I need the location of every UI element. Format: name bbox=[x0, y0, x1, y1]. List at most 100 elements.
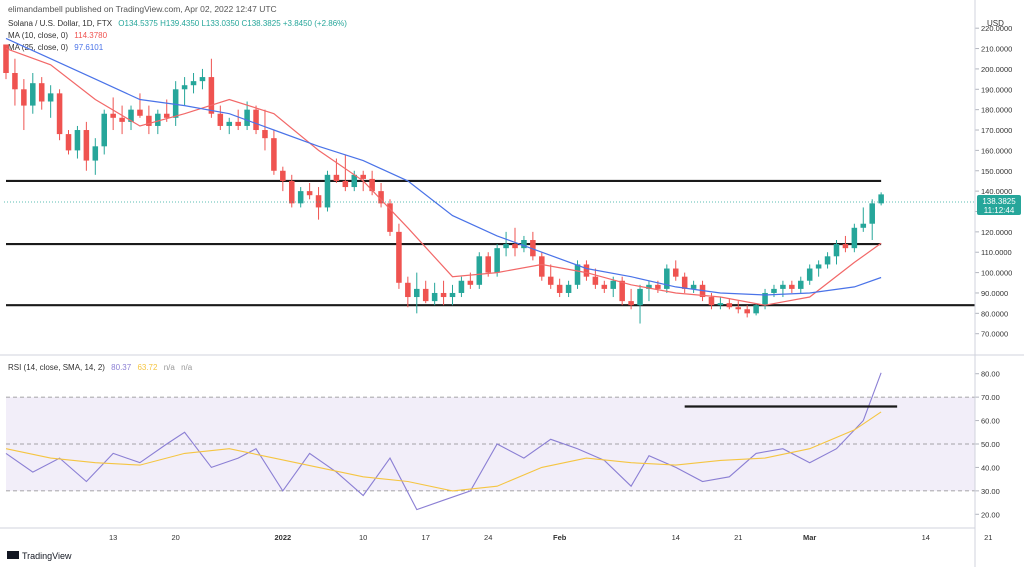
rsi-tick-label: 20.00 bbox=[981, 510, 1000, 519]
candle-body bbox=[65, 134, 72, 151]
candle-body bbox=[351, 174, 358, 188]
tradingview-icon bbox=[7, 551, 19, 559]
ma25-legend: MA (25, close, 0) 97.6101 bbox=[8, 43, 104, 52]
rsi-line bbox=[5, 372, 882, 511]
candle-body bbox=[12, 72, 18, 90]
candle-body bbox=[726, 303, 733, 308]
candle-body bbox=[467, 280, 474, 285]
candle-body bbox=[449, 292, 456, 298]
candle-body bbox=[396, 231, 402, 283]
candle-body bbox=[342, 180, 349, 188]
candle-body bbox=[262, 130, 268, 139]
rsi-legend: RSI (14, close, SMA, 14, 2) 80.37 63.72 … bbox=[8, 363, 193, 372]
price-tick-label: 110.0000 bbox=[981, 248, 1012, 257]
candle-body bbox=[92, 146, 99, 161]
candle-body bbox=[56, 93, 63, 135]
price-tick-label: 140.0000 bbox=[981, 187, 1012, 196]
candle-body bbox=[226, 121, 233, 126]
candle-body bbox=[146, 115, 152, 126]
candle-body bbox=[3, 44, 9, 73]
candle-body bbox=[565, 284, 572, 293]
candle-body bbox=[789, 284, 795, 289]
tradingview-brand: TradingView bbox=[22, 551, 72, 561]
candle-body bbox=[422, 288, 429, 302]
candle-body bbox=[672, 268, 679, 277]
candle-body bbox=[190, 81, 197, 86]
candle-body bbox=[503, 244, 509, 249]
price-tick-label: 80.0000 bbox=[981, 309, 1008, 318]
time-tick-label: Feb bbox=[553, 533, 567, 542]
candle-body bbox=[181, 85, 188, 90]
candle-body bbox=[172, 89, 179, 118]
candle-body bbox=[869, 203, 875, 224]
candle-body bbox=[815, 264, 822, 269]
candle-body bbox=[47, 93, 54, 102]
candle-body bbox=[271, 138, 277, 171]
countdown-value: 11:12:44 bbox=[984, 206, 1015, 215]
candle-body bbox=[74, 130, 81, 151]
ma25-value: 97.6101 bbox=[74, 43, 103, 52]
candle-body bbox=[798, 280, 804, 289]
time-tick-label: 14 bbox=[922, 533, 930, 542]
price-tick-label: 90.0000 bbox=[981, 289, 1008, 298]
candle-body bbox=[619, 280, 625, 302]
candle-body bbox=[681, 276, 688, 289]
rsi-label: RSI (14, close, SMA, 14, 2) bbox=[8, 363, 105, 372]
candle-body bbox=[440, 292, 447, 298]
ma10-line bbox=[5, 48, 882, 306]
candle-body bbox=[592, 276, 599, 285]
ma25-line bbox=[5, 37, 882, 296]
rsi-tick-label: 70.00 bbox=[981, 393, 1000, 402]
candle-body bbox=[556, 284, 563, 293]
candle-body bbox=[306, 191, 313, 196]
rsi-axis: 20.00 30.00 40.00 50.00 60.00 70.00 80.00 bbox=[6, 370, 1000, 519]
candle-body bbox=[163, 113, 170, 118]
rsi-tick-label: 40.00 bbox=[981, 463, 1000, 472]
candle-body bbox=[842, 244, 849, 249]
price-tick-label: 180.0000 bbox=[981, 106, 1012, 115]
time-tick-label: Mar bbox=[803, 533, 816, 542]
support-resistance-lines bbox=[6, 179, 975, 307]
tradingview-logo[interactable]: TradingView bbox=[7, 551, 72, 561]
candle-body bbox=[414, 288, 420, 298]
price-tick-label: 150.0000 bbox=[981, 167, 1012, 176]
candle-body bbox=[128, 109, 134, 122]
candle-body bbox=[30, 83, 36, 106]
candle-body bbox=[717, 303, 724, 306]
candle-body bbox=[753, 305, 759, 314]
candle-body bbox=[244, 109, 250, 126]
time-tick-label: 20 bbox=[171, 533, 179, 542]
candle-body bbox=[387, 203, 393, 232]
symbol-title: Solana / U.S. Dollar, 1D, FTX O134.5375 … bbox=[8, 19, 347, 28]
candle-body bbox=[547, 276, 554, 285]
candle-body bbox=[574, 264, 581, 285]
time-tick-label: 14 bbox=[672, 533, 680, 542]
rsi-tick-label: 50.00 bbox=[981, 440, 1000, 449]
candle-body bbox=[137, 109, 143, 116]
time-tick-label: 21 bbox=[984, 533, 992, 542]
price-tick-label: 160.0000 bbox=[981, 146, 1012, 155]
candle-body bbox=[333, 174, 340, 181]
candle-body bbox=[199, 77, 206, 82]
publisher-text: elimandambell published on TradingView.c… bbox=[8, 4, 277, 14]
moving-averages bbox=[5, 37, 882, 306]
candle-body bbox=[628, 301, 634, 306]
ohlc-values: O134.5375 H139.4350 L133.0350 C138.3825 … bbox=[118, 19, 347, 28]
candle-body bbox=[208, 77, 215, 114]
currency-label: USD bbox=[987, 19, 1004, 28]
price-tick-label: 170.0000 bbox=[981, 126, 1012, 135]
time-axis[interactable]: 13202022101724Feb1421Mar1421Apr11 bbox=[109, 533, 1024, 542]
candle-body bbox=[806, 268, 813, 281]
price-tick-label: 120.0000 bbox=[981, 228, 1012, 237]
candle-body bbox=[315, 195, 322, 208]
candle-body bbox=[297, 191, 304, 204]
time-tick-label: 21 bbox=[734, 533, 742, 542]
candle-body bbox=[119, 117, 125, 122]
rsi-na-2: n/a bbox=[181, 363, 193, 372]
time-tick-label: 13 bbox=[109, 533, 117, 542]
candle-body bbox=[583, 264, 590, 277]
candle-body bbox=[280, 170, 286, 181]
rsi-sma-line bbox=[5, 411, 882, 492]
price-tick-label: 100.0000 bbox=[981, 269, 1012, 278]
